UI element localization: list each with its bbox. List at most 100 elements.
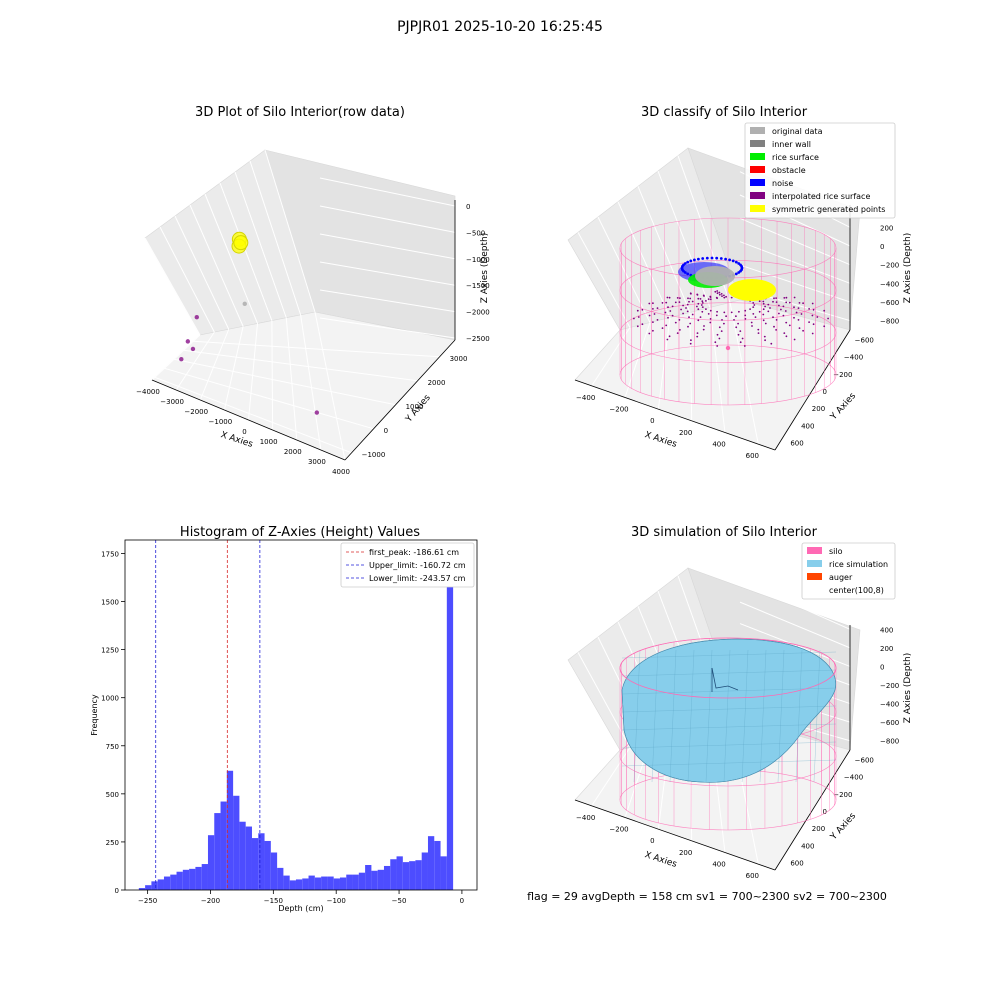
- y-tick-label: 1000: [101, 695, 119, 703]
- interpolated-point: [674, 321, 677, 324]
- interpolated-point: [709, 321, 712, 324]
- surface-mesh-line: [621, 687, 837, 695]
- histogram-bar: [233, 795, 240, 890]
- interpolated-point: [689, 322, 692, 325]
- x-tick-label: 400: [712, 861, 725, 869]
- histogram-bar: [377, 869, 384, 890]
- interpolated-point: [718, 337, 721, 340]
- interpolated-point: [718, 291, 721, 294]
- histogram-bar: [402, 862, 410, 890]
- histogram-bar: [214, 813, 221, 890]
- histogram-bar: [327, 876, 334, 890]
- interpolated-point: [671, 314, 674, 317]
- interpolated-point: [785, 321, 788, 324]
- floor-grid-x: [285, 317, 298, 441]
- interpolated-point: [749, 308, 751, 310]
- interpolated-point: [707, 313, 710, 315]
- interpolated-point: [762, 319, 765, 322]
- noise-point: [740, 265, 743, 268]
- x-tick-label: −200: [609, 826, 628, 834]
- z-tick-label: −1500: [466, 282, 490, 290]
- histogram-bar: [201, 864, 208, 890]
- floor-grid-x: [314, 311, 346, 461]
- x-tick-label: 1000: [260, 438, 278, 446]
- legend-label: inner wall: [772, 140, 811, 149]
- histogram-legend: first_peak: -186.61 cm Upper_limit: -160.…: [340, 542, 475, 588]
- z-tick-label: −400: [880, 280, 899, 288]
- noise-point: [697, 257, 700, 261]
- interpolated-point: [648, 302, 651, 305]
- z-tick-label: 200: [880, 645, 893, 653]
- interpolated-point: [641, 308, 644, 311]
- histogram-bar: [446, 563, 454, 890]
- legend-label: interpolated rice surface: [772, 192, 870, 201]
- z-tick-label: 0: [880, 663, 884, 671]
- interpolated-point: [762, 300, 765, 303]
- wall-grid-z: [739, 241, 851, 284]
- panel4-title: 3D simulation of Silo Interior: [631, 525, 818, 540]
- panel-simulation-3d: −400 −200 0 200 400 600 −600 −400 −200 0 200 400 600…: [567, 542, 913, 880]
- interpolated-point: [758, 300, 761, 303]
- y-tick-label: −200: [833, 791, 852, 799]
- interpolated-point: [739, 330, 742, 332]
- floor-grid-y: [193, 340, 440, 358]
- x-tick-label: 2000: [284, 448, 302, 456]
- surface-mesh-line: [651, 649, 659, 783]
- interpolated-point: [701, 306, 704, 308]
- interpolated-point: [741, 337, 744, 340]
- wall-grid-x: [189, 204, 244, 327]
- surface-mesh-line: [723, 649, 731, 783]
- interpolated-point: [714, 290, 717, 293]
- interpolated-point: [691, 300, 694, 303]
- y-tick-label: −400: [844, 354, 863, 362]
- interpolated-point: [633, 317, 635, 320]
- surface-mesh-line: [741, 649, 749, 783]
- interpolated-point: [709, 295, 712, 298]
- floor-grid-x: [199, 329, 230, 401]
- interpolated-point: [737, 333, 740, 336]
- y-tick-label: 250: [106, 839, 119, 847]
- interpolated-point: [667, 306, 669, 309]
- symmetric-cluster: [728, 279, 776, 301]
- x-tick-label: −200: [201, 897, 220, 905]
- histogram-bar: [239, 821, 246, 890]
- interpolated-point: [700, 304, 703, 306]
- scatter-point-interpolated: [179, 357, 184, 362]
- interpolated-point: [762, 302, 765, 305]
- interpolated-point: [676, 297, 679, 299]
- x-tick-label: 400: [712, 441, 725, 449]
- floor-grid-x: [591, 327, 631, 387]
- histogram-bar: [207, 835, 215, 890]
- histogram-bar: [440, 856, 447, 890]
- y-tick-label: 2000: [428, 379, 446, 387]
- interpolated-point: [778, 304, 780, 307]
- noise-point: [734, 260, 738, 264]
- interpolated-point: [697, 308, 700, 311]
- floor-grid-x: [624, 322, 651, 398]
- z-tick-label: −800: [880, 738, 899, 746]
- noise-point: [683, 262, 687, 265]
- interpolated-point: [689, 292, 692, 295]
- x-tick-label: 0: [650, 837, 654, 845]
- interpolated-point: [715, 296, 718, 299]
- interpolated-point: [716, 333, 719, 336]
- interpolated-point: [721, 319, 723, 321]
- z-tick-label: −200: [880, 262, 899, 270]
- wall-grid-x: [617, 201, 671, 318]
- histogram-bar: [415, 860, 422, 890]
- interpolated-point: [744, 314, 747, 317]
- y-tick-label: −600: [855, 757, 874, 765]
- interpolated-point: [773, 297, 775, 300]
- x-tick-label: 4000: [332, 468, 350, 476]
- z-tick-label: −2500: [466, 335, 490, 343]
- original-data-cluster: [695, 266, 735, 286]
- interpolated-point: [757, 328, 760, 331]
- interpolated-point: [812, 323, 815, 326]
- floor-grid-x: [729, 302, 759, 445]
- legend-swatch: [807, 573, 822, 580]
- scatter-point-original_data: [242, 301, 247, 307]
- x-tick-label: −200: [609, 406, 628, 414]
- interpolated-point: [721, 295, 723, 297]
- interpolated-point: [752, 306, 755, 308]
- floor-grid-x: [271, 320, 274, 431]
